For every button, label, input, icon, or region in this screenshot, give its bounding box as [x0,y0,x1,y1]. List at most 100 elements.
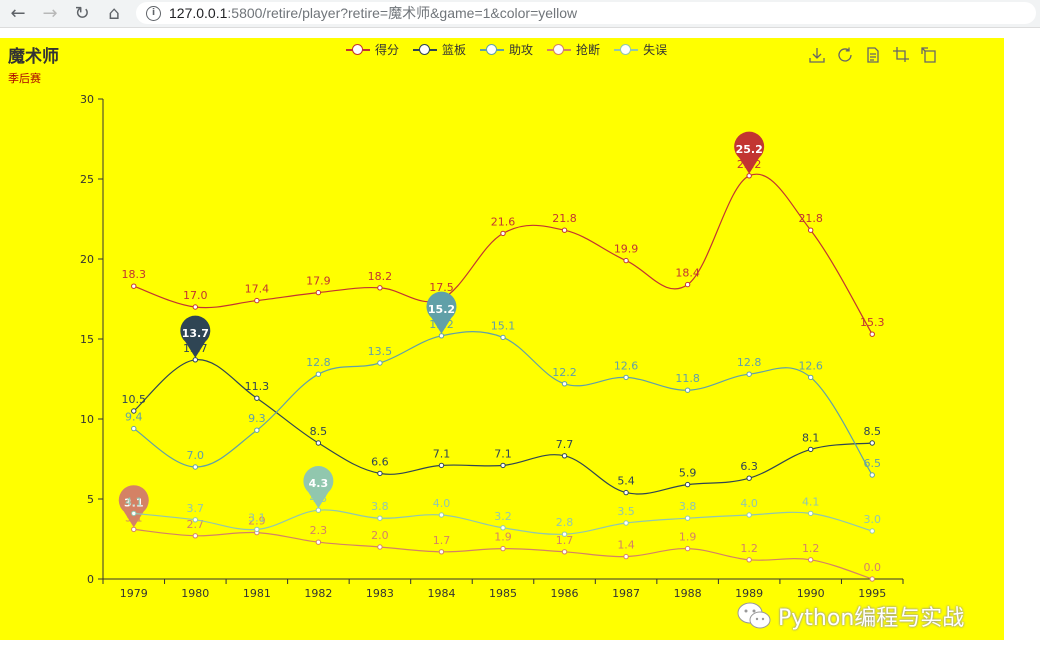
data-view-icon[interactable] [864,46,882,64]
x-tick-label: 1989 [735,587,763,600]
restore-icon[interactable] [836,46,854,64]
data-point-assists [869,472,875,478]
info-icon[interactable]: i [146,5,161,21]
data-point-turnovers [438,512,445,518]
data-label-assists: 9.3 [248,412,266,425]
data-point-score [623,257,629,264]
data-label-turnovers: 4.1 [802,495,820,508]
data-label-score: 15.3 [860,316,885,329]
data-label-rebounds: 7.1 [433,447,451,460]
data-label-steals: 0.0 [863,561,881,574]
data-label-turnovers: 3.7 [187,502,205,515]
data-point-turnovers [131,510,137,517]
data-point-rebounds [869,440,875,446]
data-label-assists: 9.4 [125,411,143,424]
data-label-assists: 7.0 [187,449,205,462]
data-label-score: 21.8 [798,212,823,225]
chart-title: 魔术师 [8,47,59,67]
legend-item-turnovers[interactable]: 失误 [614,41,667,58]
data-label-steals: 2.3 [310,524,328,537]
data-point-rebounds [438,462,445,469]
data-label-score: 18.3 [122,268,147,281]
x-tick-label: 1979 [120,587,148,600]
data-point-steals [500,545,506,552]
legend-label: 篮板 [442,43,467,57]
data-label-turnovers: 3.8 [371,500,389,513]
legend-swatch [413,43,438,57]
data-label-score: 17.9 [306,275,331,288]
x-tick-label: 1981 [243,587,271,600]
data-point-steals [746,557,752,563]
data-point-assists [684,387,691,393]
data-label-turnovers: 4.0 [740,497,758,510]
legend-item-rebounds[interactable]: 篮板 [413,41,466,58]
legend-swatch [346,43,370,57]
data-label-score: 17.5 [429,281,454,294]
legend-label: 失误 [643,43,668,57]
data-point-assists [623,374,629,381]
data-point-assists [192,464,199,470]
data-label-assists: 15.1 [491,319,516,332]
legend-item-assists[interactable]: 助攻 [480,41,533,58]
data-point-steals [377,544,383,550]
y-tick-label: 0 [87,573,94,586]
data-label-rebounds: 5.9 [679,467,697,480]
save-image-icon[interactable] [808,46,826,64]
data-label-score: 17.4 [245,283,270,296]
data-point-turnovers [500,525,506,531]
data-label-turnovers: 3.1 [248,511,266,524]
y-tick-label: 10 [80,413,94,426]
data-point-turnovers [377,515,383,521]
max-marker-pin-score [734,131,765,174]
data-label-steals: 1.4 [617,539,635,552]
data-label-assists: 12.8 [306,356,331,369]
data-point-rebounds [684,481,691,488]
legend-item-steals[interactable]: 抢断 [547,41,600,58]
data-point-turnovers [192,517,199,523]
data-point-score [807,227,814,233]
y-tick-label: 20 [80,253,94,266]
data-label-turnovers: 3.5 [617,505,635,518]
data-point-steals [807,557,814,563]
data-point-steals [684,545,691,552]
data-point-steals [438,549,445,555]
data-label-assists: 12.2 [552,366,577,379]
data-label-score: 19.9 [614,243,639,256]
chart-container: 0 5 10 15 20 25 30 1979 1980 1981 1982 1983 1984 1985… [0,38,1004,640]
address-bar[interactable]: i 127.0.0.1:5800/retire/player?retire=魔术… [136,2,1036,24]
url-text[interactable]: 127.0.0.1:5800/retire/player?retire=魔术师&… [169,3,577,23]
data-point-turnovers [561,531,568,537]
x-tick-label: 1982 [304,587,332,600]
home-icon[interactable]: ⌂ [102,2,126,26]
data-point-assists [438,333,445,339]
max-marker-label-steals: 3.1 [124,496,144,509]
legend-item-score[interactable]: 得分 [346,41,399,58]
data-label-turnovers: 3.0 [863,513,881,526]
max-marker-label-score: 25.2 [736,143,763,156]
data-label-rebounds: 11.3 [245,380,270,393]
zoom-icon[interactable] [892,46,910,64]
forward-arrow-icon[interactable]: → [38,2,62,26]
data-label-rebounds: 8.5 [863,425,881,438]
y-tick-label: 25 [80,173,94,186]
data-point-score [377,285,383,291]
data-point-rebounds [131,408,137,414]
data-label-assists: 6.5 [863,457,881,470]
back-arrow-icon[interactable]: ← [6,2,30,26]
data-point-assists [807,374,814,381]
data-point-turnovers [807,510,814,517]
data-point-steals [561,549,568,555]
data-point-score [684,281,691,288]
max-marker-label-rebounds: 13.7 [182,327,209,340]
x-tick-label: 1995 [858,587,886,600]
max-marker-label-turnovers: 4.3 [309,477,329,490]
line-chart: 0 5 10 15 20 25 30 1979 1980 1981 1982 1983 1984 1985… [80,93,904,600]
reload-icon[interactable]: ↻ [70,2,94,26]
data-point-rebounds [746,475,752,481]
legend-label: 助攻 [509,43,534,57]
zoom-reset-icon[interactable] [920,46,938,64]
data-point-score [254,297,260,304]
x-tick-label: 1985 [489,587,517,600]
legend-swatch [547,43,572,57]
data-label-steals: 2.9 [248,515,266,528]
